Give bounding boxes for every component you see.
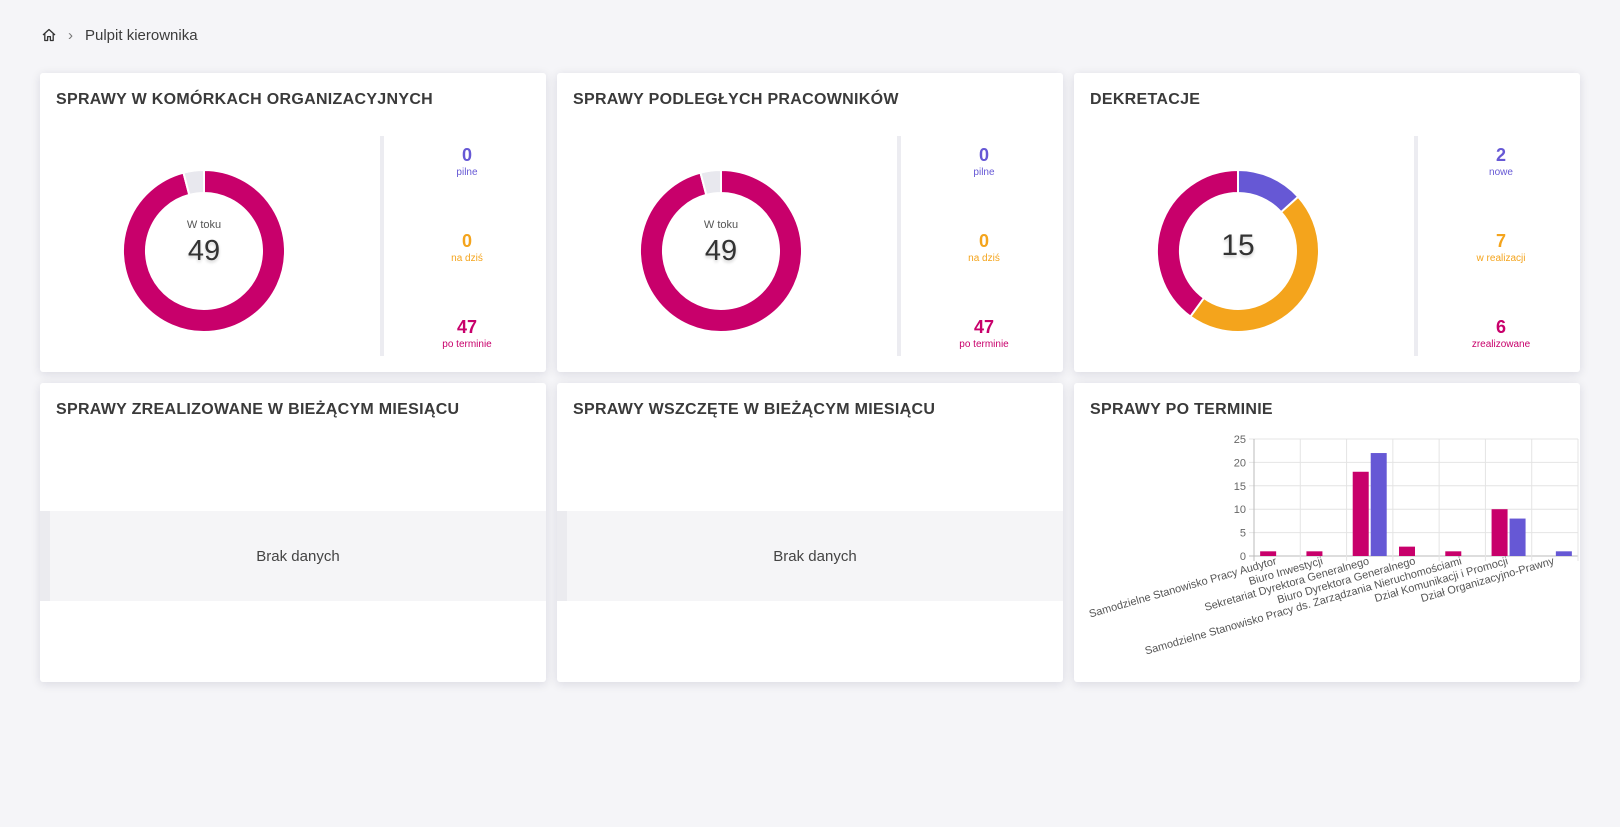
stat-na-dzis[interactable]: 0 na dziś [901,231,1063,264]
donut-segment-1[interactable] [1188,195,1320,333]
stat-value: 6 [1495,317,1506,337]
stat-value: 0 [461,145,472,165]
stat-label: po terminie [442,339,492,350]
stat-pilne[interactable]: 0 pilne [384,145,546,178]
card-sprawy-po-terminie: SPRAWY PO TERMINIE 0 5 10 15 20 25 Samodzielne… [1074,383,1580,682]
bar-series1-2[interactable] [1370,453,1387,556]
card-sprawy-wszczete: SPRAWY WSZCZĘTE W BIEŻĄCYM MIESIĄCU Brak… [557,383,1063,682]
stat-label: na dziś [451,253,483,264]
stat-value: 0 [978,231,989,251]
stats-panel: 0 pilne 0 na dziś 47 po terminie [380,136,546,356]
donut-value: 15 [1221,229,1255,262]
stat-zrealizowane[interactable]: 6 zrealizowane [1418,317,1580,350]
donut-segment-2[interactable] [1156,168,1239,318]
card-title: SPRAWY W KOMÓRKACH ORGANIZACYJNYCH [56,91,434,108]
x-tick-label: Samodzielne Stanowisko Pracy Audytor [1088,555,1279,620]
y-tick-label: 20 [1234,457,1246,469]
bar-series1-6[interactable] [1555,551,1572,556]
stat-value: 47 [973,317,995,337]
stat-nowe[interactable]: 2 nowe [1418,145,1580,178]
bar-series0-0[interactable] [1260,551,1277,556]
stat-value: 2 [1495,145,1506,165]
donut-chart: W toku 49 [637,167,805,335]
donut-chart: W toku 49 [120,167,288,335]
card-title: DEKRETACJE [1090,91,1201,108]
no-data-message: Brak danych [557,511,1063,601]
donut-segment-0[interactable] [639,168,803,333]
y-tick-label: 10 [1234,504,1246,516]
stat-value: 0 [461,231,472,251]
card-title: SPRAWY ZREALIZOWANE W BIEŻĄCYM MIESIĄCU [56,401,460,418]
y-tick-label: 0 [1240,551,1246,563]
stats-panel: 0 pilne 0 na dziś 47 po terminie [897,136,1063,356]
stat-label: po terminie [959,339,1009,350]
stat-label: pilne [456,167,478,178]
bar-series0-2[interactable] [1352,471,1369,556]
donut-label: W toku [186,219,222,231]
card-title: SPRAWY PODLEGŁYCH PRACOWNIKÓW [573,91,899,108]
donut-segment-0[interactable] [122,168,286,333]
card-title: SPRAWY PO TERMINIE [1090,401,1273,418]
card-title: SPRAWY WSZCZĘTE W BIEŻĄCYM MIESIĄCU [573,401,936,418]
no-data-message: Brak danych [40,511,546,601]
card-sprawy-zrealizowane: SPRAWY ZREALIZOWANE W BIEŻĄCYM MIESIĄCU … [40,383,546,682]
bar-series1-5[interactable] [1509,518,1526,556]
y-tick-label: 5 [1240,528,1246,540]
stats-panel: 2 nowe 7 w realizacji 6 zrealizowane [1414,136,1580,356]
card-sprawy-komorki: SPRAWY W KOMÓRKACH ORGANIZACYJNYCH W tok… [40,73,546,372]
stat-value: 0 [978,145,989,165]
bar-series0-5[interactable] [1491,509,1508,556]
stat-label: w realizacji [1476,253,1526,264]
breadcrumb-current: Pulpit kierownika [85,26,198,44]
stat-pilne[interactable]: 0 pilne [901,145,1063,178]
stat-label: pilne [973,167,995,178]
donut-chart: 15 [1154,167,1322,335]
stat-po-terminie[interactable]: 47 po terminie [901,317,1063,350]
donut-segment-1[interactable] [182,168,205,197]
home-icon[interactable] [40,26,58,44]
bar-chart: 0 5 10 15 20 25 Samodzielne Stanowisko Pracy A… [1088,434,1579,658]
card-dekretacje: DEKRETACJE 15 2 nowe 7 w realizacji 6 zr… [1074,73,1580,372]
stat-label: nowe [1489,167,1513,178]
donut-label: W toku [703,219,739,231]
y-tick-label: 25 [1234,434,1246,446]
breadcrumb-separator-icon: › [68,26,73,44]
stat-w-realizacji[interactable]: 7 w realizacji [1418,231,1580,264]
donut-segment-1[interactable] [699,168,722,197]
stat-na-dzis[interactable]: 0 na dziś [384,231,546,264]
bar-series0-1[interactable] [1306,551,1323,556]
stat-po-terminie[interactable]: 47 po terminie [384,317,546,350]
donut-value: 49 [187,235,221,267]
bar-series0-3[interactable] [1399,546,1415,556]
breadcrumb: › Pulpit kierownika [40,25,198,45]
stat-label: zrealizowane [1471,339,1531,350]
stat-value: 47 [456,317,478,337]
stat-value: 7 [1495,231,1506,251]
bar-series0-4[interactable] [1445,551,1462,556]
donut-value: 49 [704,235,738,267]
y-tick-label: 15 [1234,481,1246,493]
card-sprawy-pracownikow: SPRAWY PODLEGŁYCH PRACOWNIKÓW W toku 49 … [557,73,1063,372]
stat-label: na dziś [968,253,1000,264]
